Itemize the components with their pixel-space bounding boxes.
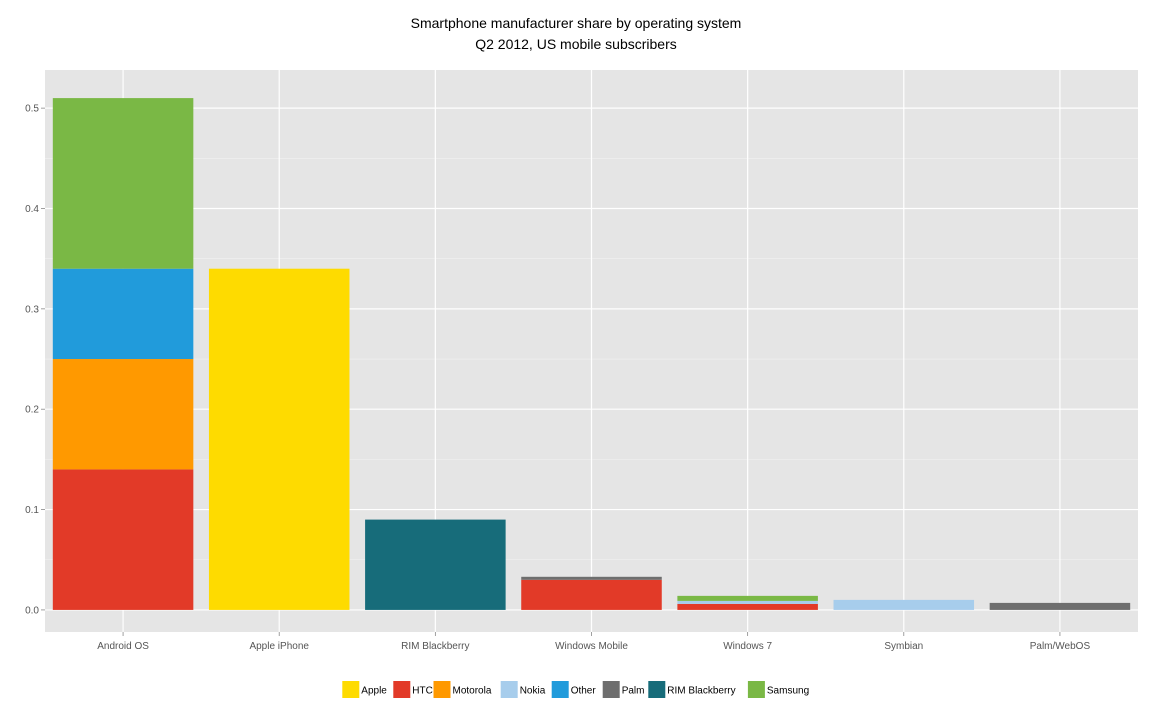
chart-title: Smartphone manufacturer share by operati… xyxy=(410,15,742,31)
legend-label: RIM Blackberry xyxy=(667,686,735,697)
x-tick-label: Windows Mobile xyxy=(555,641,628,652)
chart-subtitle: Q2 2012, US mobile subscribers xyxy=(475,36,677,52)
legend-label: HTC xyxy=(412,686,433,697)
legend-label: Palm xyxy=(622,686,645,697)
legend-swatch xyxy=(342,681,360,698)
legend-swatch xyxy=(551,681,569,698)
legend-label: Apple xyxy=(361,686,387,697)
bar-segment xyxy=(52,268,194,360)
y-tick-label: 0.4 xyxy=(25,204,39,215)
bar-segment xyxy=(989,602,1131,610)
x-tick-label: RIM Blackberry xyxy=(401,641,469,652)
y-tick-label: 0.5 xyxy=(25,104,39,115)
bar-segment xyxy=(677,600,818,604)
legend-label: Motorola xyxy=(453,686,492,697)
bar-segment xyxy=(52,469,194,610)
bar-segment xyxy=(365,519,506,610)
x-tick-label: Apple iPhone xyxy=(249,641,309,652)
x-tick-label: Windows 7 xyxy=(723,641,772,652)
legend-label: Other xyxy=(571,686,597,697)
x-tick-label: Palm/WebOS xyxy=(1030,641,1091,652)
bar-segment xyxy=(677,595,818,601)
legend-label: Nokia xyxy=(520,686,546,697)
legend-swatch xyxy=(602,681,620,698)
bar-segment xyxy=(521,576,662,580)
y-tick-label: 0.2 xyxy=(25,405,39,416)
bar-segment xyxy=(677,603,818,610)
legend-swatch xyxy=(433,681,451,698)
y-tick-label: 0.1 xyxy=(25,505,39,516)
x-tick-label: Symbian xyxy=(884,641,923,652)
bar-segment xyxy=(833,599,975,610)
bar-segment xyxy=(208,268,350,610)
bar-segment xyxy=(52,359,194,470)
y-tick-label: 0.3 xyxy=(25,304,39,315)
x-tick-label: Android OS xyxy=(97,641,149,652)
legend-swatch xyxy=(393,681,411,698)
legend-swatch xyxy=(747,681,765,698)
bar-segment xyxy=(521,579,662,610)
legend-swatch xyxy=(648,681,666,698)
y-tick-label: 0.0 xyxy=(25,605,39,616)
legend-swatch xyxy=(500,681,518,698)
bar-segment xyxy=(52,98,194,269)
legend-label: Samsung xyxy=(767,686,809,697)
